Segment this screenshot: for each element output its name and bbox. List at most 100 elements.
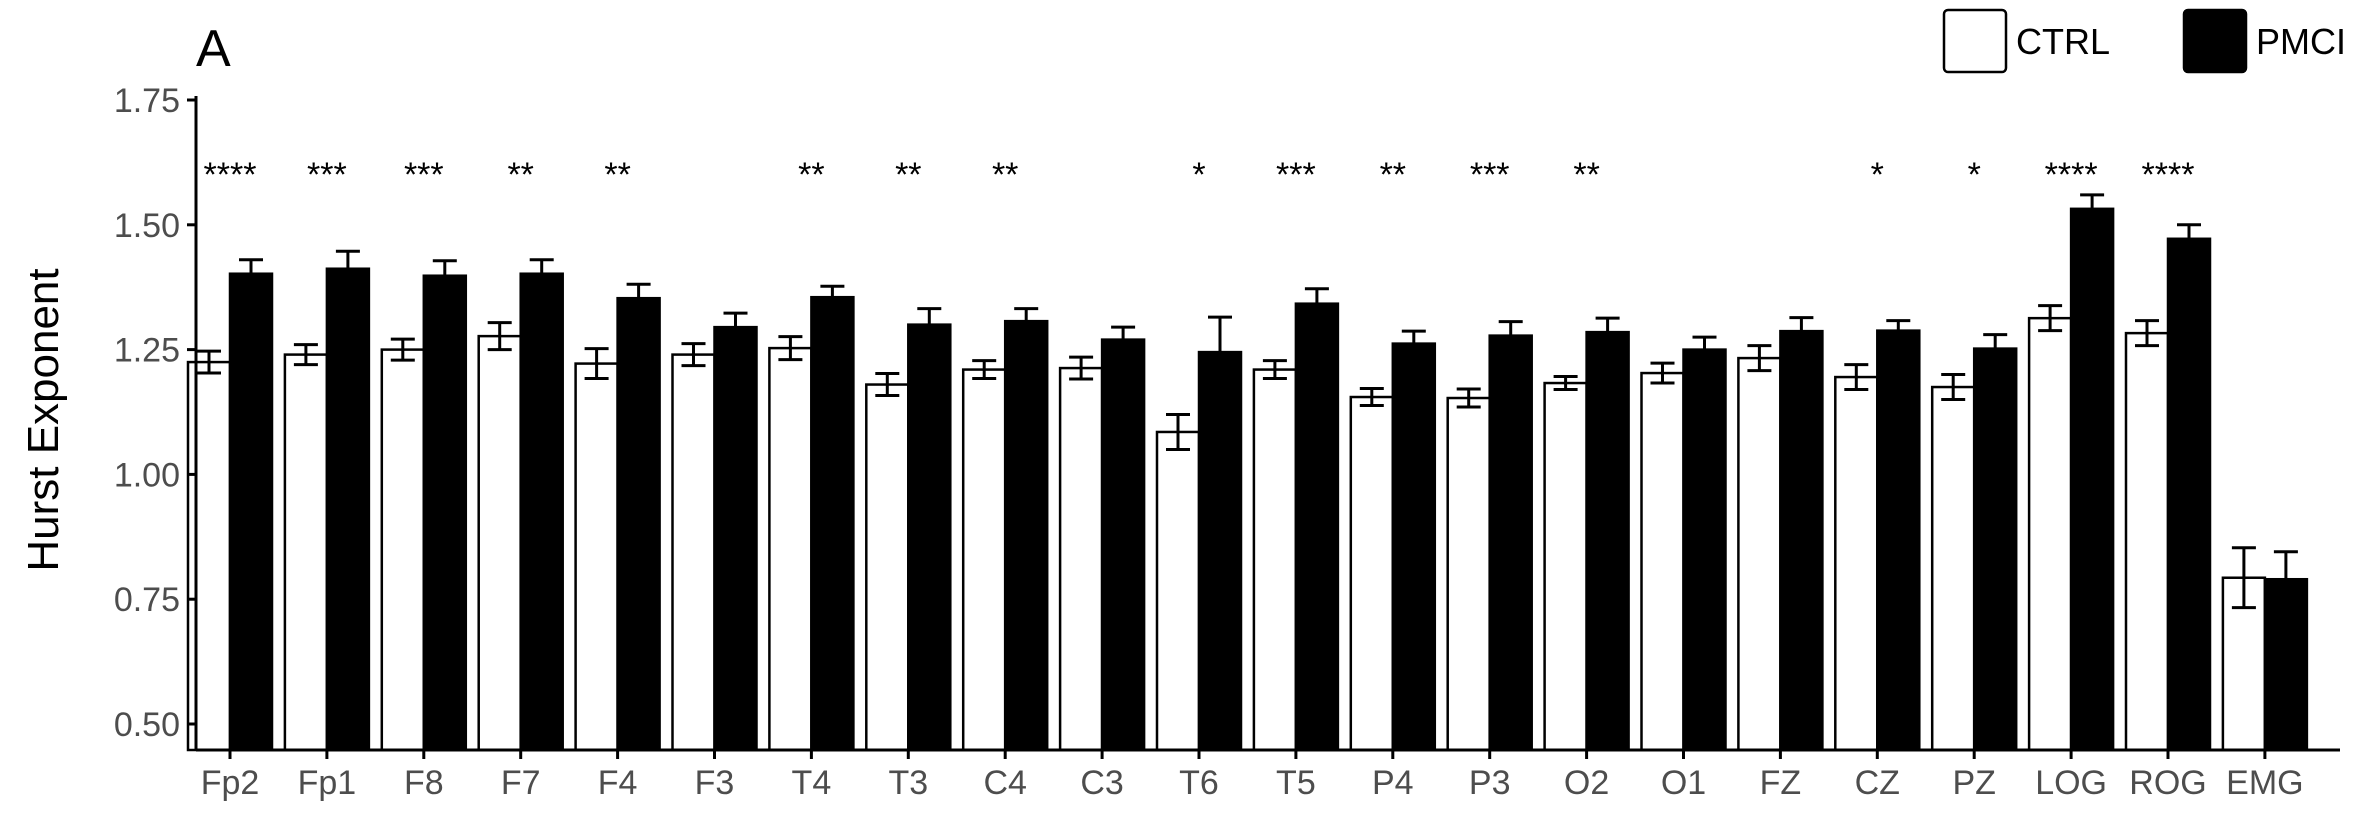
x-tick-label: PZ xyxy=(1952,764,1995,802)
significance-label: *** xyxy=(307,156,347,194)
bar-ctrl xyxy=(1058,366,1104,752)
x-tick-label: F7 xyxy=(501,764,541,802)
y-tick-label: 1.75 xyxy=(114,82,180,120)
bar-ctrl xyxy=(380,348,426,752)
error-bar xyxy=(778,335,803,362)
bar-pmci xyxy=(616,296,661,752)
x-tick-label: LOG xyxy=(2035,764,2107,802)
error-bar xyxy=(2038,304,2063,333)
bar-pmci xyxy=(1972,347,2018,752)
error-bar xyxy=(432,259,457,293)
significance-label: * xyxy=(1871,156,1884,194)
x-tick-label: P3 xyxy=(1469,764,1511,802)
bar-ctrl xyxy=(1640,371,1685,752)
bar-ctrl xyxy=(865,383,910,752)
y-tick-label: 0.75 xyxy=(114,581,180,619)
significance-label: ** xyxy=(507,156,533,194)
error-bar xyxy=(1650,361,1675,385)
error-bar xyxy=(1166,412,1190,451)
error-bar xyxy=(1401,329,1426,358)
x-tick-label: EMG xyxy=(2226,764,2303,802)
x-tick-label: O1 xyxy=(1661,764,1706,802)
bar-pmci xyxy=(1003,319,1049,752)
y-tick-label: 1.50 xyxy=(114,207,180,245)
bar-ctrl xyxy=(1930,385,1976,752)
legend: CTRL PMCI xyxy=(1942,8,2346,74)
legend-swatch-ctrl xyxy=(1942,8,2008,74)
legend-label-ctrl: CTRL xyxy=(2016,21,2110,62)
significance-label: ** xyxy=(798,156,824,194)
x-tick-label: C4 xyxy=(983,764,1026,802)
significance-label: ** xyxy=(1380,156,1406,194)
error-bar xyxy=(2135,319,2159,348)
error-bar xyxy=(917,307,942,343)
significance-label: **** xyxy=(204,156,257,194)
error-bar xyxy=(293,343,318,367)
bar-pmci xyxy=(907,323,952,752)
bar-ctrl xyxy=(283,353,329,752)
x-tick-label: O2 xyxy=(1564,764,1609,802)
significance-label: **** xyxy=(2045,156,2098,194)
error-bar xyxy=(626,282,651,314)
significance-label: **** xyxy=(2142,156,2195,194)
bar-ctrl xyxy=(961,368,1007,752)
error-bar xyxy=(197,349,221,375)
significance-label: *** xyxy=(404,156,444,194)
bar-pmci xyxy=(1585,330,1630,752)
error-bar xyxy=(1359,387,1384,408)
bar-pmci xyxy=(1100,338,1146,752)
bar-pmci xyxy=(2069,207,2115,752)
error-bar xyxy=(1069,355,1094,381)
bar-ctrl xyxy=(1155,430,1201,752)
bar-ctrl xyxy=(574,362,619,752)
legend-swatch-pmci xyxy=(2182,8,2248,74)
error-bar xyxy=(820,284,845,310)
error-bar xyxy=(1941,373,1966,402)
error-bar xyxy=(239,258,263,290)
x-tick-label: P4 xyxy=(1372,764,1414,802)
bar-ctrl xyxy=(186,360,232,752)
bar-pmci xyxy=(713,325,758,752)
x-tick-label: F8 xyxy=(404,764,444,802)
legend-label-pmci: PMCI xyxy=(2256,21,2346,62)
y-tick-label: 0.50 xyxy=(114,706,180,744)
bar-ctrl xyxy=(1349,395,1395,752)
x-tick-label: T5 xyxy=(1276,764,1316,802)
error-bar xyxy=(972,359,997,381)
x-tick-label: T4 xyxy=(792,764,832,802)
significance-label: * xyxy=(1192,156,1205,194)
error-bar xyxy=(1886,319,1911,343)
bar-ctrl xyxy=(477,334,522,752)
significance-label: *** xyxy=(1276,156,1316,194)
bar-ctrl xyxy=(1737,356,1782,752)
error-bar xyxy=(1498,320,1523,352)
significance-label: * xyxy=(1968,156,1981,194)
error-bar xyxy=(1456,387,1481,409)
bar-pmci xyxy=(422,274,468,752)
significance-label: ** xyxy=(895,156,921,194)
bar-pmci xyxy=(519,272,564,752)
x-tick-label: F3 xyxy=(695,764,735,802)
bar-pmci xyxy=(1779,329,1824,752)
x-tick-label: C3 xyxy=(1080,764,1123,802)
bar-pmci xyxy=(2166,237,2212,752)
bar-pmci xyxy=(1876,329,1921,752)
bar-pmci xyxy=(228,272,274,752)
bar-ctrl xyxy=(1543,381,1588,752)
x-tick-label: FZ xyxy=(1760,764,1802,802)
y-axis-title: Hurst Exponent xyxy=(19,268,68,571)
bar-ctrl xyxy=(2027,316,2073,752)
error-bar xyxy=(875,372,900,398)
error-bar xyxy=(681,342,706,368)
error-bar xyxy=(1111,325,1136,354)
bar-ctrl xyxy=(1834,375,1879,752)
significance-label: ** xyxy=(604,156,630,194)
significance-label: ** xyxy=(1573,156,1599,194)
error-bar xyxy=(1692,335,1717,364)
plot-area: **** *** *** ** ** ** ** ** * *** ** *** ** * * **** ***… xyxy=(186,156,2309,752)
error-bar xyxy=(2273,550,2298,609)
bar-pmci xyxy=(1197,350,1243,752)
bar-pmci xyxy=(325,267,371,752)
y-tick-label: 1.25 xyxy=(114,332,180,370)
